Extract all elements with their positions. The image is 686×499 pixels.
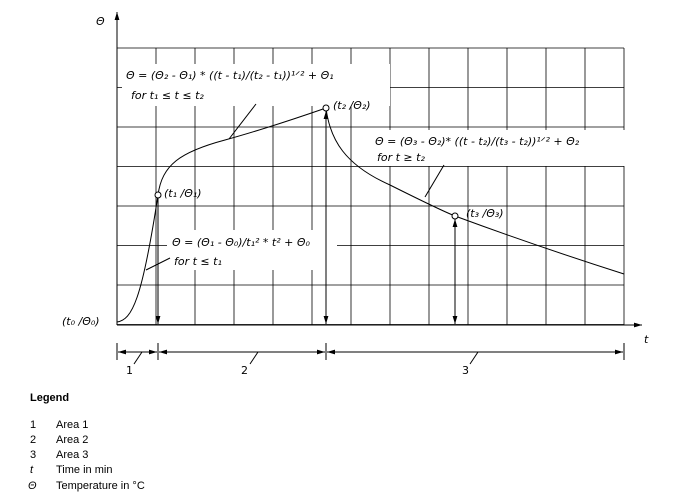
point xyxy=(322,104,330,112)
point-label: (t₀ /Θ₀) xyxy=(62,315,100,328)
point-label: (t₃ /Θ₃) xyxy=(466,207,504,220)
leader-line xyxy=(249,351,259,365)
equation-box xyxy=(167,230,337,270)
equation: Θ = (Θ₂ - Θ₁) * ((t - t₁)/(t₂ - t₁))¹ᐟ² … xyxy=(126,69,334,82)
legend-text: Area 2 xyxy=(56,434,88,446)
equation-box xyxy=(370,130,625,166)
point-label: (t₁ /Θ₁) xyxy=(164,187,202,200)
legend-title: Legend xyxy=(30,392,69,404)
equation: Θ = (Θ₁ - Θ₀)/t₁² * t² + Θ₀ xyxy=(172,236,310,249)
legend-key: Θ xyxy=(28,480,37,492)
leader-line xyxy=(228,103,257,140)
legend-key: t xyxy=(30,464,34,476)
legend-text: Area 3 xyxy=(56,449,88,461)
area-label: 3 xyxy=(462,364,469,377)
leader-line xyxy=(469,351,479,365)
legend-text: Area 1 xyxy=(56,419,88,431)
curve-fall xyxy=(325,107,625,275)
legend-key: 2 xyxy=(30,434,36,446)
leader-line xyxy=(145,257,171,271)
equation-condition: for t₁ ≤ t ≤ t₂ xyxy=(131,89,204,102)
legend-text: Temperature in °C xyxy=(56,480,145,492)
y-axis-label: Θ xyxy=(96,15,105,28)
area-label: 2 xyxy=(241,364,248,377)
x-axis-label: t xyxy=(644,333,649,346)
equation-condition: for t ≤ t₁ xyxy=(174,255,222,268)
leader-line xyxy=(424,164,445,198)
legend-key: 1 xyxy=(30,419,36,431)
equation-box xyxy=(122,64,390,106)
equation-condition: for t ≥ t₂ xyxy=(377,151,425,164)
curve-rise xyxy=(116,107,327,323)
point xyxy=(451,212,459,220)
point xyxy=(154,191,162,199)
legend-key: 3 xyxy=(30,449,36,461)
leader-line xyxy=(133,351,143,365)
area-label: 1 xyxy=(126,364,133,377)
point-label: (t₂ /Θ₂) xyxy=(333,99,371,112)
equation: Θ = (Θ₃ - Θ₂)* ((t - t₂)/(t₃ - t₂))¹ᐟ² +… xyxy=(375,135,580,148)
legend-text: Time in min xyxy=(56,464,112,476)
